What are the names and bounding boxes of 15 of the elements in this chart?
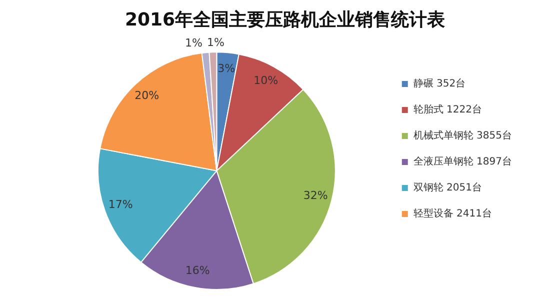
data-label: 17% [108,198,133,212]
legend-label: 双钢轮 2051台 [413,182,482,194]
data-label: 32% [303,189,328,202]
data-label: 10% [254,74,278,88]
data-label: 3% [218,62,236,76]
chart-title: 2016年全国主要压路机企业销售统计表 [124,9,446,30]
legend-label: 全液压单钢轮 1897台 [413,156,512,168]
legend-label: 轮胎式 1222台 [413,104,482,116]
legend-label: 机械式单钢轮 3855台 [413,130,512,142]
legend-label: 轻型设备 2411台 [413,208,492,220]
data-label: 1% [184,36,202,50]
data-label: 1% [206,36,224,50]
legend-label: 静碾 352台 [413,78,466,90]
data-label: 20% [134,89,160,102]
data-label: 16% [185,264,210,277]
